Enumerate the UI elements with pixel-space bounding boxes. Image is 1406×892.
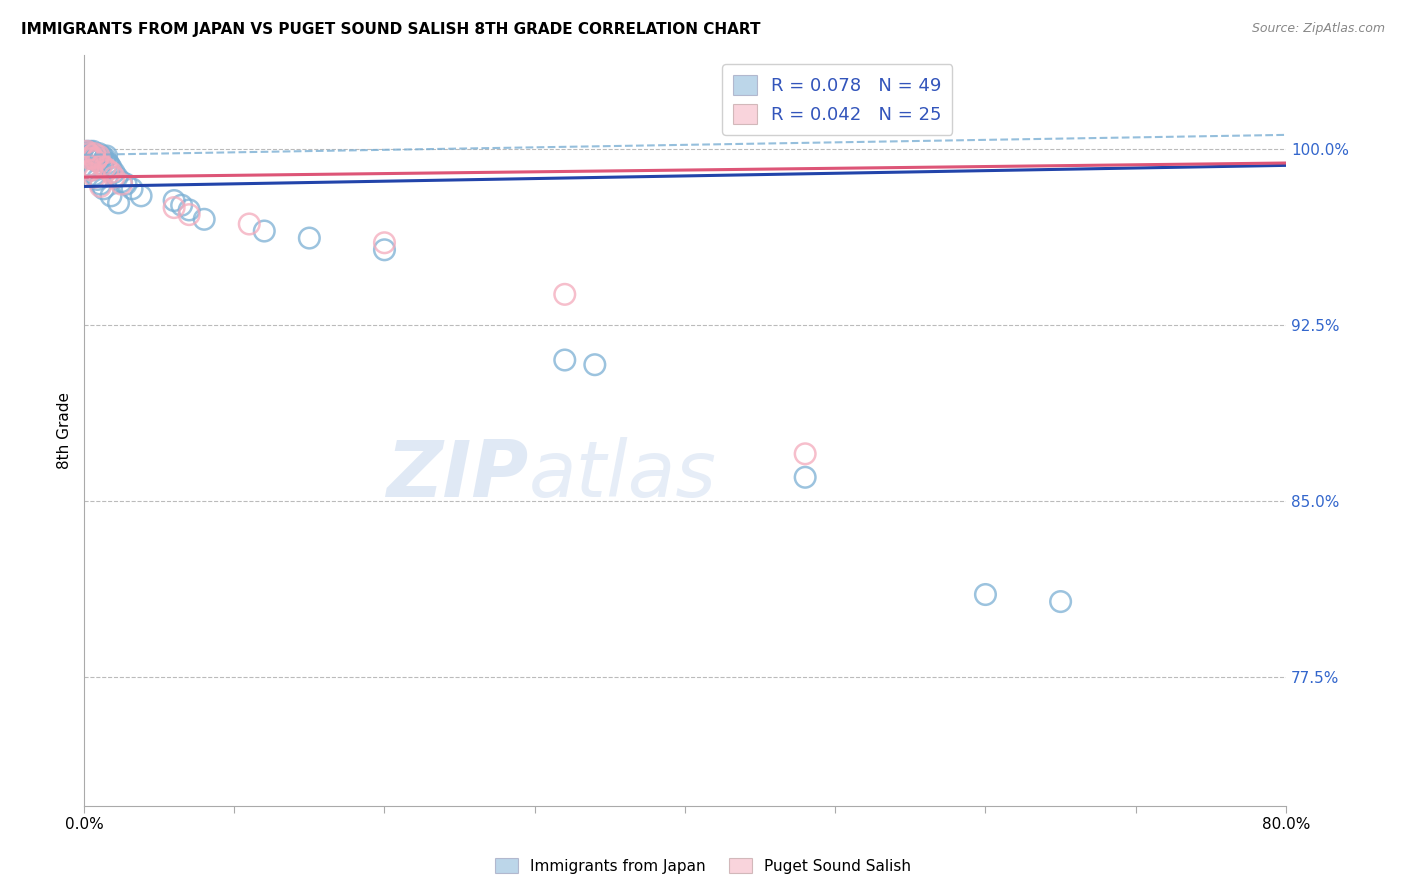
Point: [80, 163, 103, 178]
Point: [76, 145, 98, 159]
Point: [86, 151, 108, 165]
Text: ZIP: ZIP: [387, 437, 529, 514]
Point: [79, 149, 101, 163]
Point: [163, 201, 186, 215]
Point: [97, 156, 120, 170]
Point: [89, 151, 111, 165]
Point: [583, 358, 606, 372]
Point: [170, 198, 193, 212]
Point: [89, 177, 111, 191]
Point: [100, 161, 122, 175]
Point: [94, 161, 117, 175]
Point: [298, 231, 321, 245]
Point: [83, 151, 105, 165]
Point: [121, 182, 143, 196]
Point: [103, 170, 125, 185]
Point: [77, 158, 100, 172]
Point: [98, 158, 121, 172]
Point: [87, 146, 110, 161]
Point: [82, 145, 104, 159]
Point: [76, 145, 98, 159]
Point: [80, 146, 103, 161]
Point: [93, 182, 115, 196]
Point: [84, 149, 107, 163]
Point: [103, 165, 125, 179]
Point: [82, 151, 104, 165]
Point: [129, 189, 152, 203]
Point: [83, 146, 105, 161]
Text: IMMIGRANTS FROM JAPAN VS PUGET SOUND SALISH 8TH GRADE CORRELATION CHART: IMMIGRANTS FROM JAPAN VS PUGET SOUND SAL…: [21, 22, 761, 37]
Point: [87, 149, 110, 163]
Point: [110, 175, 132, 189]
Point: [83, 146, 105, 161]
Legend: R = 0.078   N = 49, R = 0.042   N = 25: R = 0.078 N = 49, R = 0.042 N = 25: [723, 64, 952, 135]
Text: Source: ZipAtlas.com: Source: ZipAtlas.com: [1251, 22, 1385, 36]
Point: [554, 287, 576, 301]
Point: [97, 163, 120, 178]
Point: [91, 149, 114, 163]
Point: [107, 195, 129, 210]
Point: [82, 149, 104, 163]
Point: [179, 208, 201, 222]
Text: atlas: atlas: [529, 437, 717, 514]
Point: [115, 177, 138, 191]
Y-axis label: 8th Grade: 8th Grade: [58, 392, 72, 469]
Point: [84, 153, 107, 168]
Point: [86, 151, 108, 165]
Point: [794, 470, 817, 484]
Point: [83, 168, 105, 182]
Point: [86, 172, 108, 186]
Point: [253, 224, 276, 238]
Point: [794, 447, 817, 461]
Point: [80, 149, 103, 163]
Point: [373, 235, 395, 250]
Point: [163, 194, 186, 208]
Point: [91, 158, 114, 172]
Point: [110, 177, 132, 191]
Point: [100, 165, 122, 179]
Point: [96, 149, 118, 163]
Point: [87, 149, 110, 163]
Point: [238, 217, 260, 231]
Point: [89, 179, 111, 194]
Point: [105, 170, 128, 185]
Point: [193, 212, 215, 227]
Point: [100, 189, 122, 203]
Point: [77, 146, 100, 161]
Point: [84, 153, 107, 168]
Point: [974, 588, 997, 602]
Point: [94, 151, 117, 165]
Point: [83, 170, 105, 185]
Point: [77, 158, 100, 172]
Legend: Immigrants from Japan, Puget Sound Salish: Immigrants from Japan, Puget Sound Salis…: [489, 852, 917, 880]
Point: [77, 146, 100, 161]
Point: [80, 151, 103, 165]
Point: [79, 145, 101, 159]
Point: [554, 353, 576, 368]
Point: [80, 163, 103, 178]
Point: [79, 151, 101, 165]
Point: [179, 202, 201, 217]
Point: [1049, 594, 1071, 608]
Point: [373, 243, 395, 257]
Point: [93, 153, 115, 168]
